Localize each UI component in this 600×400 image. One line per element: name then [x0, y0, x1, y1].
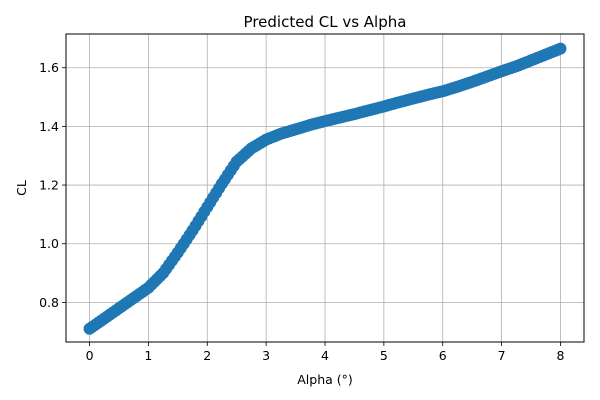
- x-tick-label: 8: [556, 348, 564, 363]
- x-tick-label: 1: [144, 348, 152, 363]
- axis-ticks: 0 1 2 3 4 5 6 7 8 0.8 1.0 1.2 1.4 1.6: [39, 60, 564, 363]
- x-tick-label: 2: [203, 348, 211, 363]
- x-tick-label: 6: [439, 348, 447, 363]
- y-axis-label: CL: [14, 180, 29, 196]
- x-tick-label: 7: [498, 348, 506, 363]
- y-tick-label: 1.4: [39, 119, 59, 134]
- y-tick-label: 1.0: [39, 236, 59, 251]
- y-tick-label: 0.8: [39, 295, 59, 310]
- x-tick-label: 4: [321, 348, 329, 363]
- y-tick-label: 1.2: [39, 178, 59, 193]
- data-series: [83, 42, 567, 335]
- chart-title: Predicted CL vs Alpha: [244, 13, 407, 31]
- x-tick-label: 5: [380, 348, 388, 363]
- x-tick-label: 3: [262, 348, 270, 363]
- scatter-point: [554, 42, 567, 55]
- x-axis-label: Alpha (°): [297, 372, 353, 387]
- x-tick-label: 0: [86, 348, 94, 363]
- y-tick-label: 1.6: [39, 60, 59, 75]
